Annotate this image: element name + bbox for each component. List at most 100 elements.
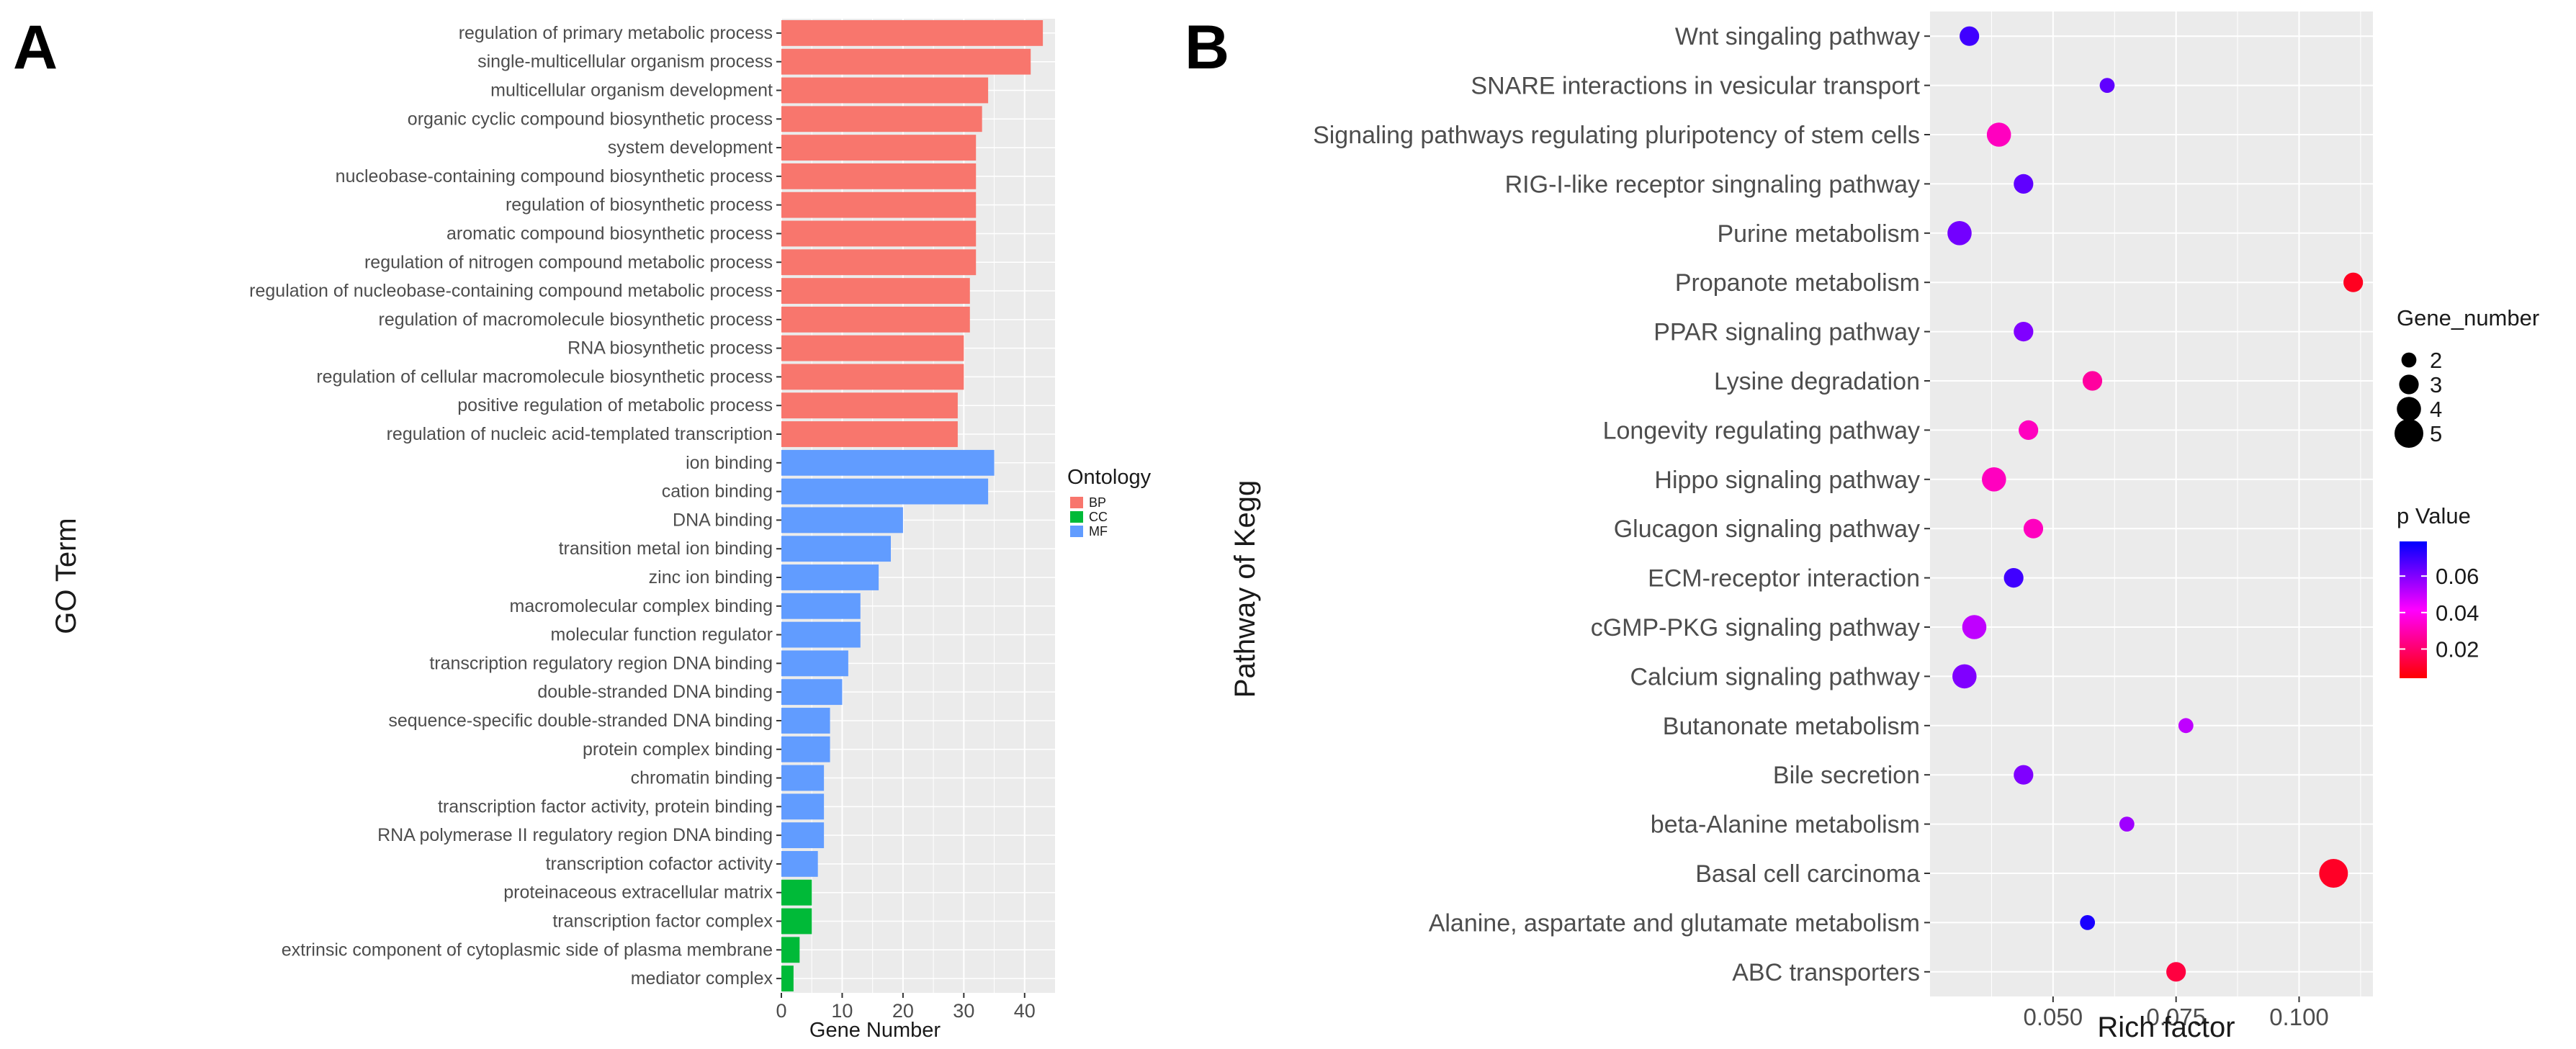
- x-tick-label: 0.050: [2024, 1004, 2083, 1030]
- gene-number-legend-label: 3: [2430, 372, 2442, 397]
- category-label: molecular function regulator: [551, 625, 773, 645]
- category-label: single-multicellular organism process: [477, 52, 773, 72]
- category-label: PPAR signaling pathway: [1653, 319, 1920, 346]
- category-label: Butanonate metabolism: [1663, 713, 1920, 740]
- bar: [781, 392, 958, 419]
- p-value-legend-title: p Value: [2397, 503, 2471, 528]
- category-label: regulation of biosynthetic process: [506, 195, 773, 215]
- bar: [781, 421, 958, 447]
- ontology-legend-label: CC: [1089, 510, 1108, 524]
- bar: [781, 793, 825, 820]
- category-label: Basal cell carcinoma: [1695, 860, 1920, 888]
- x-tick-label: 0.075: [2146, 1004, 2206, 1030]
- category-label: zinc ion binding: [649, 567, 773, 587]
- bar: [781, 478, 989, 505]
- data-point: [1982, 467, 2006, 492]
- category-label: Longevity regulating pathway: [1603, 417, 1920, 444]
- category-label: Wnt singaling pathway: [1675, 23, 1920, 50]
- category-label: regulation of nitrogen compound metaboli…: [364, 252, 773, 272]
- category-label: multicellular organism development: [490, 80, 773, 100]
- bar: [781, 135, 977, 161]
- data-point: [2319, 859, 2348, 888]
- category-label: ion binding: [686, 453, 773, 473]
- data-point: [2099, 78, 2115, 93]
- data-point: [1947, 221, 1972, 246]
- category-label: transition metal ion binding: [559, 539, 773, 559]
- ontology-legend-label: MF: [1089, 524, 1108, 539]
- gene-number-legend-label: 5: [2430, 421, 2442, 446]
- plot-a-bars: [781, 19, 1044, 992]
- data-point: [2014, 322, 2034, 342]
- bar: [781, 564, 879, 590]
- plot-b-gridlines: [1930, 12, 2373, 996]
- bar: [781, 220, 977, 247]
- category-label: transcription regulatory region DNA bind…: [429, 653, 773, 673]
- ontology-legend-swatch: [1070, 497, 1083, 508]
- gene-number-legend-label: 4: [2430, 397, 2442, 422]
- p-value-legend-ticks: 0.06 0.04 0.02: [2400, 564, 2479, 662]
- bar: [781, 507, 903, 533]
- data-point: [2023, 518, 2044, 539]
- data-point: [2019, 420, 2039, 441]
- bar: [781, 851, 818, 877]
- bar: [781, 965, 794, 992]
- bar: [781, 19, 1044, 46]
- category-label: macromolecular complex binding: [510, 596, 773, 616]
- data-point: [2178, 718, 2194, 734]
- ontology-legend-swatch: [1070, 511, 1083, 523]
- category-label: Purine metabolism: [1717, 220, 1920, 248]
- kegg-bubble-chart: Wnt singaling pathway SNARE interactions …: [1229, 12, 2539, 1043]
- category-label: protein complex binding: [583, 739, 773, 760]
- category-label: Glucagon signaling pathway: [1614, 516, 1920, 543]
- plot-a-category-labels: regulation of primary metabolic process s…: [249, 23, 781, 989]
- category-label: double-stranded DNA binding: [537, 682, 773, 702]
- category-label: organic cyclic compound biosynthetic pro…: [408, 109, 773, 129]
- category-label: transcription factor complex: [552, 911, 773, 932]
- x-axis-title-b: Rich factor: [2097, 1012, 2235, 1043]
- category-label: ABC transporters: [1732, 959, 1920, 986]
- data-point: [2014, 174, 2034, 194]
- category-label: Bile secretion: [1773, 762, 1920, 789]
- category-label: nucleobase-containing compound biosynthe…: [336, 166, 773, 186]
- go-term-bar-chart: regulation of primary metabolic process s…: [50, 19, 1152, 1042]
- category-label: regulation of cellular macromolecule bio…: [316, 366, 773, 387]
- plot-b-x-ticks: 0.050 0.075 0.100: [2024, 996, 2329, 1030]
- p-value-legend-label: 0.02: [2436, 636, 2479, 662]
- data-point: [2166, 962, 2186, 982]
- x-tick-label: 40: [1014, 1000, 1036, 1022]
- bar: [781, 593, 861, 619]
- gene-number-legend-label: 2: [2430, 348, 2442, 373]
- data-point: [2343, 272, 2364, 292]
- p-value-legend-label: 0.04: [2436, 600, 2479, 626]
- category-label: regulation of macromolecule biosynthetic…: [379, 310, 773, 330]
- category-label: transcription cofactor activity: [546, 854, 773, 874]
- category-label: extrinsic component of cytoplasmic side …: [282, 940, 773, 960]
- data-point: [2082, 371, 2103, 391]
- category-label: SNARE interactions in vesicular transpor…: [1471, 73, 1920, 100]
- category-label: cGMP-PKG signaling pathway: [1591, 614, 1920, 641]
- category-label: cation binding: [662, 482, 773, 502]
- plot-b-points: [1947, 26, 2364, 982]
- ontology-legend-label: BP: [1089, 495, 1106, 510]
- category-label: Alanine, aspartate and glutamate metabol…: [1429, 909, 1920, 937]
- gene-number-legend-title: Gene_number: [2397, 305, 2539, 330]
- category-label: RNA biosynthetic process: [567, 338, 773, 359]
- plot-a-x-ticks: 0 10 20 30 40: [776, 993, 1036, 1022]
- category-label: regulation of primary metabolic process: [459, 23, 773, 43]
- category-label: chromatin binding: [631, 768, 773, 788]
- data-point: [1952, 664, 1977, 689]
- category-label: Propanote metabolism: [1675, 269, 1920, 297]
- category-label: mediator complex: [631, 968, 773, 989]
- plot-b-category-labels: Wnt singaling pathway SNARE interactions …: [1313, 23, 1930, 986]
- bar: [781, 908, 812, 935]
- data-point: [1986, 122, 2011, 147]
- bar: [781, 937, 800, 963]
- gene-number-legend-key: [2395, 419, 2423, 448]
- bar: [781, 249, 977, 276]
- p-value-colorbar: [2400, 541, 2427, 678]
- bar: [781, 679, 843, 706]
